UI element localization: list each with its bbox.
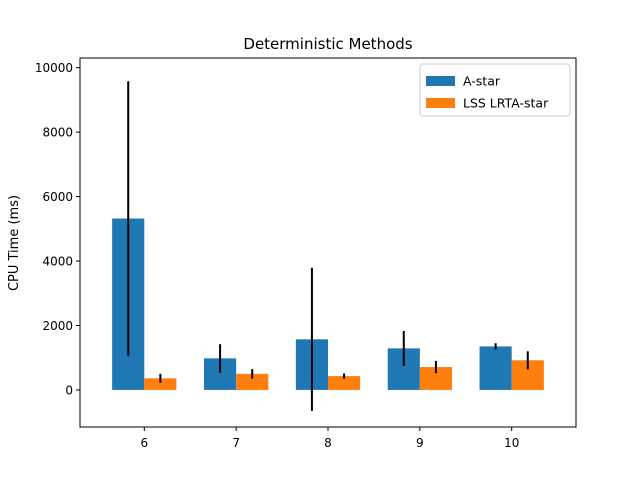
plot-frame bbox=[79, 57, 577, 428]
bar bbox=[419, 367, 452, 390]
y-tick-label: 8000 bbox=[42, 126, 73, 140]
plot-area: 0 2000 4000 6000 8000 10000 6 7 8 9 10 bbox=[35, 61, 544, 450]
legend-swatch bbox=[426, 98, 455, 108]
x-tick-label: 10 bbox=[504, 436, 519, 450]
y-tick-label: 4000 bbox=[42, 255, 73, 269]
y-axis-label: CPU Time (ms) bbox=[7, 195, 22, 291]
legend-label: A-star bbox=[463, 74, 501, 89]
y-tick-label: 0 bbox=[65, 383, 73, 397]
legend-swatch bbox=[426, 76, 455, 86]
bar bbox=[236, 373, 269, 390]
legend-box bbox=[419, 63, 571, 117]
y-tick-label: 2000 bbox=[42, 319, 73, 333]
x-tick-label: 7 bbox=[232, 436, 240, 450]
bar bbox=[144, 378, 177, 390]
bar bbox=[328, 376, 361, 390]
legend-label: LSS LRTA-star bbox=[463, 96, 549, 111]
bar bbox=[479, 346, 512, 390]
chart-title: Deterministic Methods bbox=[243, 35, 412, 53]
x-tick-label: 9 bbox=[416, 436, 424, 450]
y-tick-label: 10000 bbox=[35, 61, 73, 75]
y-tick-label: 6000 bbox=[42, 190, 73, 204]
x-tick-label: 8 bbox=[324, 436, 332, 450]
x-tick-label: 6 bbox=[140, 436, 148, 450]
legend: A-star LSS LRTA-star bbox=[419, 63, 571, 117]
